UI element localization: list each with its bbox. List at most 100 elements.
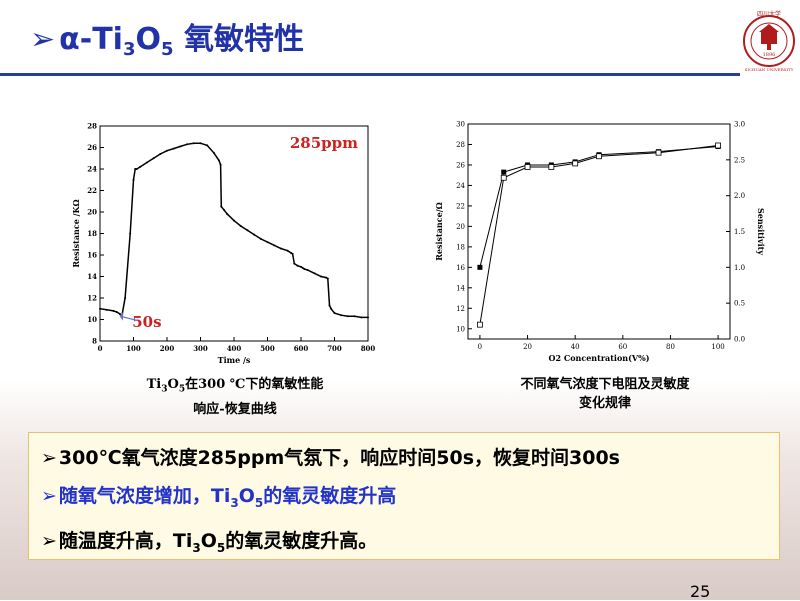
logo-year: 1896 — [763, 52, 776, 58]
y-axis-label: Resistance/Ω — [434, 202, 444, 260]
title-arrow-icon: ➢ — [30, 22, 56, 57]
y-tick-label: 18 — [87, 229, 97, 238]
series-line-sensitivity — [479, 145, 719, 325]
y-tick-label: 28 — [87, 122, 97, 131]
data-point — [340, 314, 343, 317]
data-point — [105, 308, 108, 311]
data-point — [273, 244, 276, 247]
x-axis-label: Time /s — [218, 355, 251, 365]
slide-title: ➢ α-Ti3O5 氧敏特性 — [30, 22, 304, 68]
title-sub-5: 5 — [161, 39, 174, 60]
data-point — [301, 266, 304, 269]
data-point — [289, 251, 292, 254]
y-tick-label: 12 — [456, 305, 465, 313]
x-tick-label: 60 — [618, 343, 627, 351]
data-point — [132, 178, 135, 181]
x-tick-label: 300 — [193, 344, 208, 353]
x-tick-label: 20 — [523, 343, 532, 351]
x-tick-label: 700 — [327, 344, 342, 353]
data-point — [328, 304, 331, 307]
y-tick-label: 30 — [456, 121, 465, 129]
data-point — [145, 161, 148, 164]
data-point — [293, 262, 296, 265]
y-tick-label: 14 — [456, 284, 465, 292]
y2-tick-label: 2.0 — [734, 192, 745, 200]
data-point-sensitivity — [572, 160, 579, 167]
data-point — [172, 147, 175, 150]
data-point — [291, 252, 294, 255]
data-point — [239, 224, 242, 227]
x-tick-label: 200 — [160, 344, 175, 353]
y2-tick-label: 1.0 — [734, 264, 745, 272]
bullet-1: ➢ 300℃氧气浓度285ppm气氛下，响应时间50s，恢复时间300s — [41, 447, 620, 469]
data-point — [253, 233, 256, 236]
y-tick-label: 12 — [87, 294, 97, 303]
x-tick-label: 0 — [98, 344, 103, 353]
title-suffix: 氧敏特性 — [173, 22, 304, 57]
data-point — [259, 237, 262, 240]
data-point — [226, 213, 229, 216]
plot-frame — [99, 125, 369, 342]
data-point — [159, 152, 162, 155]
data-point — [115, 310, 118, 313]
bullet-3: ➢ 随温度升高，Ti3O5的氧灵敏度升高。 — [41, 529, 378, 555]
x-tick-label: 80 — [666, 343, 675, 351]
series-line-resistance — [479, 146, 719, 268]
data-point — [330, 307, 333, 310]
x-tick-label: 500 — [260, 344, 275, 353]
y2-tick-label: 2.5 — [734, 156, 745, 164]
y-tick-label: 8 — [92, 337, 97, 346]
y-tick-label: 10 — [87, 315, 97, 324]
logo-ring-text: SICHUAN UNIVERSITY — [745, 67, 794, 72]
data-point — [367, 316, 369, 319]
y2-tick-label: 3.0 — [734, 121, 745, 129]
y-tick-label: 22 — [87, 186, 97, 195]
x-tick-label: 100 — [711, 343, 724, 351]
data-point — [220, 205, 223, 208]
data-point — [326, 277, 329, 280]
data-point — [300, 265, 302, 268]
annotation-arrow — [120, 315, 138, 322]
x-tick-label: 100 — [126, 344, 141, 353]
y-tick-label: 24 — [87, 165, 97, 174]
y-tick-label: 16 — [456, 264, 465, 272]
bullet-arrow-icon: ➢ — [41, 485, 57, 507]
y-tick-label: 26 — [456, 161, 465, 169]
data-point-sensitivity — [596, 153, 602, 160]
title-sub-3: 3 — [122, 39, 136, 60]
concentration-sensitivity-chart: 0 20 40 60 80 100 10 12 14 16 18 20 22 24 26 28 30 0.0 0.5… — [434, 121, 766, 364]
data-point — [212, 151, 215, 154]
data-point — [139, 165, 142, 168]
bullet-arrow-icon: ➢ — [41, 447, 57, 469]
data-point — [152, 157, 155, 160]
data-point-resistance — [477, 264, 483, 270]
annotation-arrow-head — [119, 311, 124, 321]
university-logo: 四川大学 1896 SICHUAN UNIVERSITY — [743, 10, 795, 72]
y-tick-label: 14 — [87, 272, 97, 281]
annotation-response-time: 50s — [132, 313, 161, 331]
data-point — [360, 316, 363, 319]
data-point — [266, 241, 269, 244]
y-tick-label: 10 — [456, 325, 465, 333]
data-point — [124, 297, 127, 299]
page-number: 25 — [690, 582, 711, 601]
x-tick-label: 0 — [478, 343, 482, 351]
bullet-2: ➢ 随氧气浓度增加，Ti3O5的氧灵敏度升高 — [41, 485, 397, 510]
y2-tick-label: 0.5 — [734, 300, 745, 308]
data-point — [353, 315, 356, 318]
y-tick-label: 20 — [456, 223, 465, 231]
data-point — [286, 249, 289, 252]
bullet-arrow-icon: ➢ — [41, 529, 57, 552]
data-point — [112, 309, 115, 312]
data-point — [217, 159, 220, 162]
title-rule — [0, 73, 740, 76]
data-point — [279, 247, 282, 250]
series-line-resistance — [99, 142, 368, 319]
data-point — [320, 275, 323, 278]
y-tick-label: 28 — [456, 141, 465, 149]
y2-axis-label: Sensitivity — [756, 208, 766, 255]
response-recovery-chart: 0 100 200 300 400 500 600 700 800 8 10 12 14 16 18 20 22… — [71, 122, 375, 366]
data-point — [346, 315, 349, 318]
data-point — [333, 312, 336, 315]
data-point — [219, 163, 222, 166]
